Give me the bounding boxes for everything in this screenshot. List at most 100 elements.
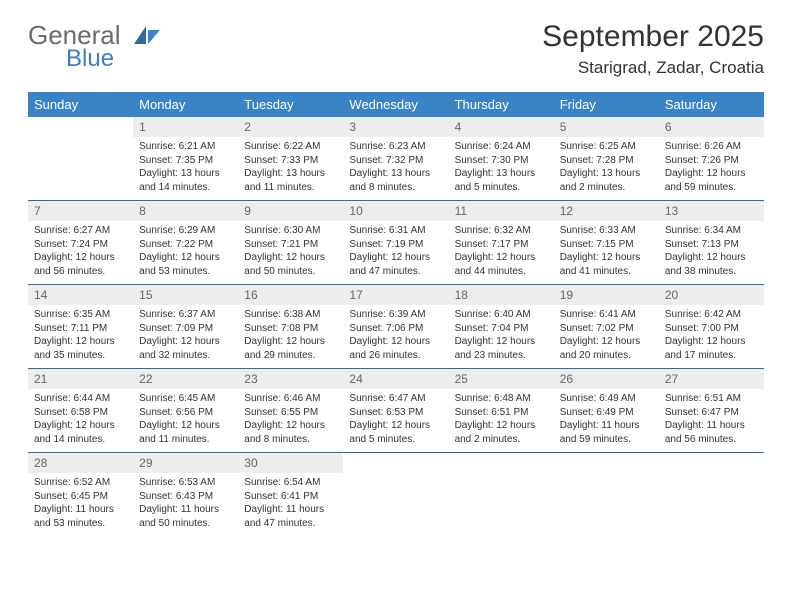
day-cell: 8Sunrise: 6:29 AMSunset: 7:22 PMDaylight… [133, 201, 238, 285]
day-cell: 1Sunrise: 6:21 AMSunset: 7:35 PMDaylight… [133, 117, 238, 201]
sunrise-text: Sunrise: 6:37 AM [139, 308, 232, 322]
day-cell: 13Sunrise: 6:34 AMSunset: 7:13 PMDayligh… [659, 201, 764, 285]
day-cell: 28Sunrise: 6:52 AMSunset: 6:45 PMDayligh… [28, 453, 133, 537]
sunrise-text: Sunrise: 6:26 AM [665, 140, 758, 154]
day-cell: 11Sunrise: 6:32 AMSunset: 7:17 PMDayligh… [449, 201, 554, 285]
day-details: Sunrise: 6:45 AMSunset: 6:56 PMDaylight:… [133, 389, 238, 452]
sunset-text: Sunset: 6:53 PM [349, 406, 442, 420]
weekday-header: Sunday [28, 92, 133, 117]
day-number: 2 [238, 117, 343, 137]
day-details: Sunrise: 6:29 AMSunset: 7:22 PMDaylight:… [133, 221, 238, 284]
day-number: 8 [133, 201, 238, 221]
day-cell: 24Sunrise: 6:47 AMSunset: 6:53 PMDayligh… [343, 369, 448, 453]
day-details: Sunrise: 6:27 AMSunset: 7:24 PMDaylight:… [28, 221, 133, 284]
day-number: 15 [133, 285, 238, 305]
weekday-header: Wednesday [343, 92, 448, 117]
day-number: 14 [28, 285, 133, 305]
daylight-text: Daylight: 12 hours and 23 minutes. [455, 335, 548, 362]
sunrise-text: Sunrise: 6:31 AM [349, 224, 442, 238]
sunset-text: Sunset: 7:04 PM [455, 322, 548, 336]
week-row: 28Sunrise: 6:52 AMSunset: 6:45 PMDayligh… [28, 453, 764, 537]
day-cell: 27Sunrise: 6:51 AMSunset: 6:47 PMDayligh… [659, 369, 764, 453]
day-number: 30 [238, 453, 343, 473]
sunrise-text: Sunrise: 6:27 AM [34, 224, 127, 238]
day-cell: 10Sunrise: 6:31 AMSunset: 7:19 PMDayligh… [343, 201, 448, 285]
weekday-header-row: Sunday Monday Tuesday Wednesday Thursday… [28, 92, 764, 117]
day-details: Sunrise: 6:26 AMSunset: 7:26 PMDaylight:… [659, 137, 764, 200]
day-details: Sunrise: 6:33 AMSunset: 7:15 PMDaylight:… [554, 221, 659, 284]
day-cell: 26Sunrise: 6:49 AMSunset: 6:49 PMDayligh… [554, 369, 659, 453]
sunset-text: Sunset: 6:41 PM [244, 490, 337, 504]
sunset-text: Sunset: 7:08 PM [244, 322, 337, 336]
brand-part2: Blue [66, 45, 162, 73]
day-cell: 4Sunrise: 6:24 AMSunset: 7:30 PMDaylight… [449, 117, 554, 201]
day-details: Sunrise: 6:42 AMSunset: 7:00 PMDaylight:… [659, 305, 764, 368]
day-number: 29 [133, 453, 238, 473]
daylight-text: Daylight: 12 hours and 35 minutes. [34, 335, 127, 362]
day-cell: 25Sunrise: 6:48 AMSunset: 6:51 PMDayligh… [449, 369, 554, 453]
day-cell [343, 453, 448, 537]
sunrise-text: Sunrise: 6:46 AM [244, 392, 337, 406]
day-number: 26 [554, 369, 659, 389]
sunset-text: Sunset: 7:28 PM [560, 154, 653, 168]
day-cell [659, 453, 764, 537]
sunrise-text: Sunrise: 6:33 AM [560, 224, 653, 238]
sunset-text: Sunset: 7:32 PM [349, 154, 442, 168]
day-cell: 7Sunrise: 6:27 AMSunset: 7:24 PMDaylight… [28, 201, 133, 285]
day-number: 12 [554, 201, 659, 221]
week-row: 1Sunrise: 6:21 AMSunset: 7:35 PMDaylight… [28, 117, 764, 201]
sunset-text: Sunset: 7:33 PM [244, 154, 337, 168]
weekday-header: Friday [554, 92, 659, 117]
sunset-text: Sunset: 6:49 PM [560, 406, 653, 420]
daylight-text: Daylight: 12 hours and 47 minutes. [349, 251, 442, 278]
sunset-text: Sunset: 7:06 PM [349, 322, 442, 336]
daylight-text: Daylight: 11 hours and 50 minutes. [139, 503, 232, 530]
day-cell: 16Sunrise: 6:38 AMSunset: 7:08 PMDayligh… [238, 285, 343, 369]
day-details: Sunrise: 6:31 AMSunset: 7:19 PMDaylight:… [343, 221, 448, 284]
day-cell: 29 Sunrise: 6:53 AMSunset: 6:43 PMDayligh… [133, 453, 238, 537]
calendar-page: General Blue September 2025 Starigrad, Z… [0, 0, 792, 612]
day-cell: 5Sunrise: 6:25 AMSunset: 7:28 PMDaylight… [554, 117, 659, 201]
sunset-text: Sunset: 6:45 PM [34, 490, 127, 504]
day-number: 11 [449, 201, 554, 221]
daylight-text: Daylight: 12 hours and 32 minutes. [139, 335, 232, 362]
brand-logo: General Blue [28, 20, 162, 73]
day-details: Sunrise: 6:35 AMSunset: 7:11 PMDaylight:… [28, 305, 133, 368]
day-details: Sunrise: 6:24 AMSunset: 7:30 PMDaylight:… [449, 137, 554, 200]
sunset-text: Sunset: 6:43 PM [139, 490, 232, 504]
weekday-header: Saturday [659, 92, 764, 117]
sunset-text: Sunset: 6:55 PM [244, 406, 337, 420]
sunset-text: Sunset: 7:30 PM [455, 154, 548, 168]
sunset-text: Sunset: 6:58 PM [34, 406, 127, 420]
sunset-text: Sunset: 7:21 PM [244, 238, 337, 252]
day-number: 23 [238, 369, 343, 389]
day-cell: 17Sunrise: 6:39 AMSunset: 7:06 PMDayligh… [343, 285, 448, 369]
daylight-text: Daylight: 12 hours and 59 minutes. [665, 167, 758, 194]
day-cell [554, 453, 659, 537]
daylight-text: Daylight: 12 hours and 29 minutes. [244, 335, 337, 362]
sunrise-text: Sunrise: 6:30 AM [244, 224, 337, 238]
sunrise-text: Sunrise: 6:23 AM [349, 140, 442, 154]
sunrise-text: Sunrise: 6:29 AM [139, 224, 232, 238]
sunrise-text: Sunrise: 6:21 AM [139, 140, 232, 154]
sunset-text: Sunset: 7:11 PM [34, 322, 127, 336]
sunrise-text: Sunrise: 6:47 AM [349, 392, 442, 406]
sunrise-text: Sunrise: 6:54 AM [244, 476, 337, 490]
day-details: Sunrise: 6:39 AMSunset: 7:06 PMDaylight:… [343, 305, 448, 368]
day-number: 22 [133, 369, 238, 389]
day-cell: 3Sunrise: 6:23 AMSunset: 7:32 PMDaylight… [343, 117, 448, 201]
day-cell [28, 117, 133, 201]
weekday-header: Tuesday [238, 92, 343, 117]
sail-icon [132, 24, 162, 46]
sunrise-text: Sunrise: 6:45 AM [139, 392, 232, 406]
day-number: 25 [449, 369, 554, 389]
sunrise-text: Sunrise: 6:44 AM [34, 392, 127, 406]
daylight-text: Daylight: 12 hours and 20 minutes. [560, 335, 653, 362]
sunrise-text: Sunrise: 6:53 AM [139, 476, 232, 490]
day-details: Sunrise: 6:37 AMSunset: 7:09 PMDaylight:… [133, 305, 238, 368]
day-details: Sunrise: 6:34 AMSunset: 7:13 PMDaylight:… [659, 221, 764, 284]
sunrise-text: Sunrise: 6:34 AM [665, 224, 758, 238]
brand-text: General Blue [28, 20, 162, 73]
day-number: 7 [28, 201, 133, 221]
day-cell: 9Sunrise: 6:30 AMSunset: 7:21 PMDaylight… [238, 201, 343, 285]
